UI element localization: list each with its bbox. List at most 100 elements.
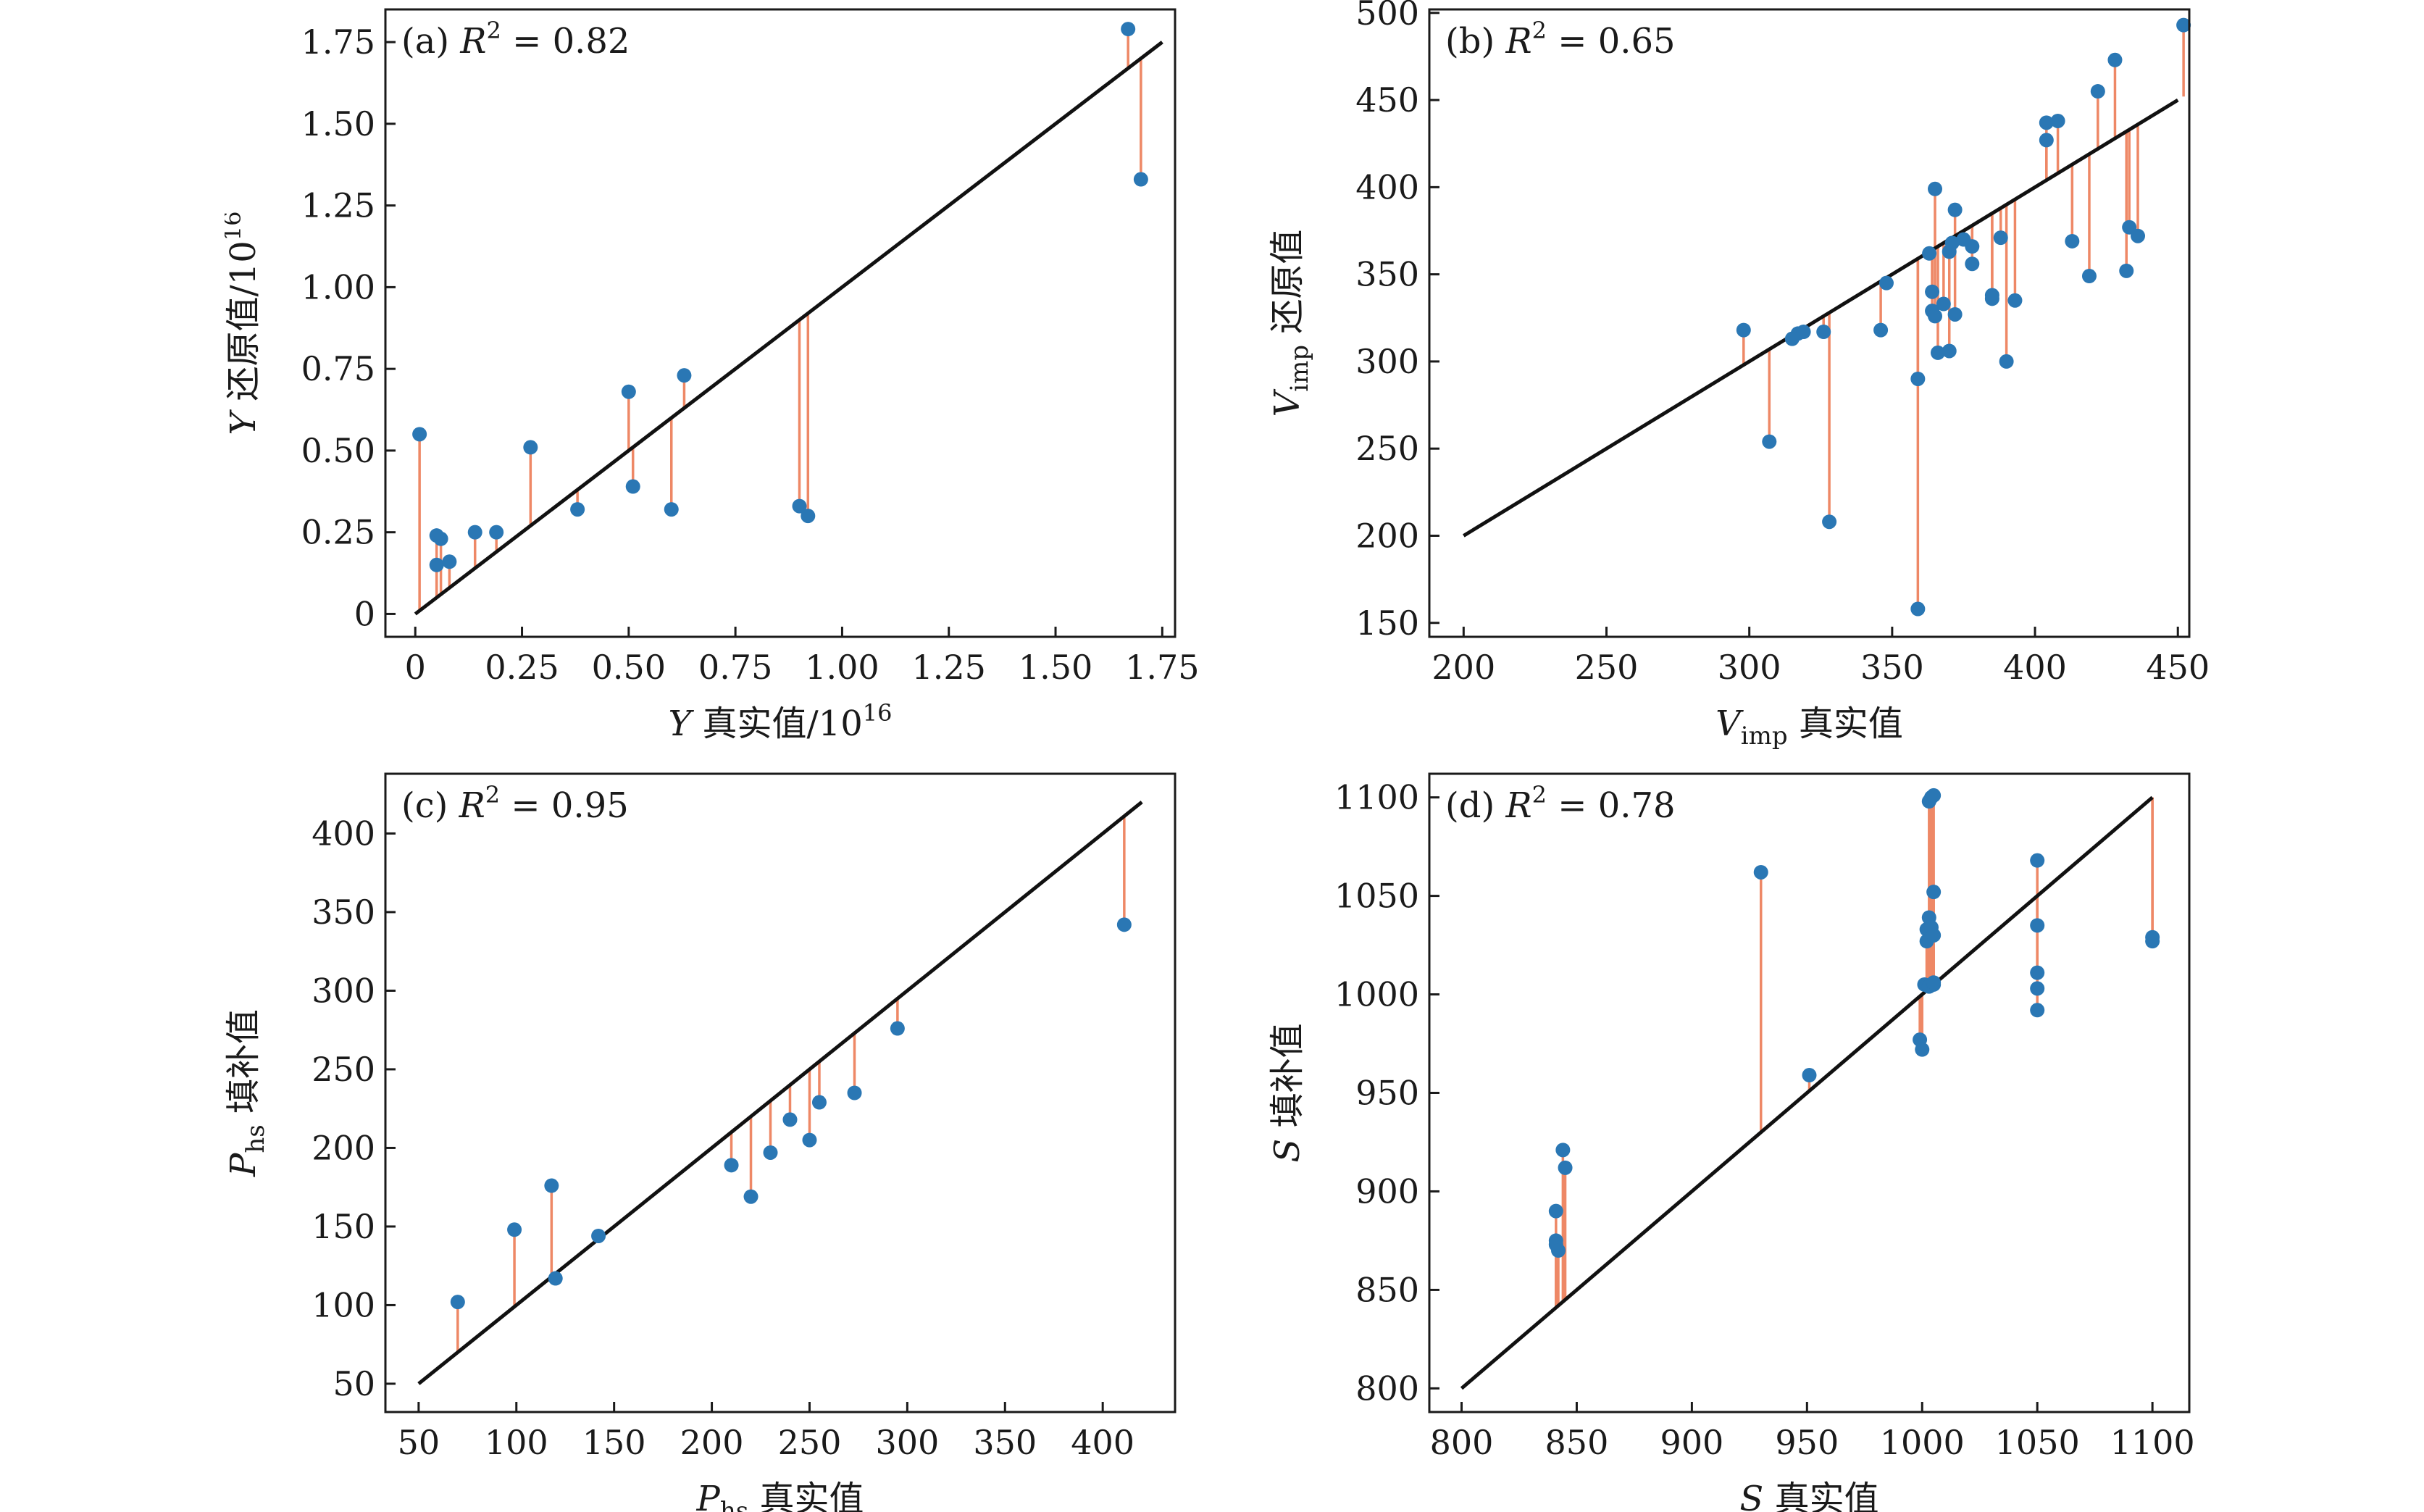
- chart-3-y-tick-label: 1050: [1334, 877, 1419, 916]
- chart-3-data-point: [1926, 975, 1942, 990]
- chart-0-x-tick-label: 1.00: [805, 648, 879, 687]
- chart-3-y-tick-label: 800: [1355, 1369, 1419, 1408]
- chart-1-data-point: [2039, 115, 2054, 130]
- chart-1-y-tick-label: 300: [1355, 342, 1419, 381]
- chart-1-data-point: [1878, 275, 1894, 291]
- chart-2-x-tick-label: 300: [875, 1423, 939, 1462]
- chart-0-data-point: [625, 479, 640, 494]
- chart-1-data-point: [2039, 133, 2054, 148]
- chart-3-data-point: [1551, 1243, 1566, 1258]
- chart-0-y-tick-label: 1.75: [301, 22, 375, 62]
- chart-2-y-tick-label: 150: [312, 1207, 375, 1246]
- chart-1-y-tick-label: 200: [1355, 516, 1419, 555]
- chart-2-data-point: [591, 1228, 606, 1243]
- panel-b: 200 250 300 350 400 450 150 200 250 300 350 400 450 5…: [1267, 0, 2210, 751]
- chart-3-plot-frame: [1428, 772, 2191, 1413]
- chart-0-x-axis-label: Y 真实值/1016: [669, 699, 893, 744]
- chart-1-identity-line: [1463, 98, 2179, 538]
- chart-1-x-tick-label: 350: [1860, 648, 1924, 687]
- chart-2-y-tick-label: 400: [312, 814, 375, 853]
- chart-3-x-tick-label: 850: [1545, 1423, 1609, 1462]
- chart-3-data-point: [2145, 934, 2160, 949]
- chart-2-x-tick-label: 100: [485, 1423, 548, 1462]
- chart-0-data-point: [467, 525, 482, 540]
- chart-3-data-point: [2030, 981, 2045, 996]
- chart-1-data-point: [2107, 52, 2123, 67]
- chart-2-data-point: [548, 1271, 563, 1286]
- chart-1-data-point: [2176, 17, 2191, 33]
- chart-3-data-point: [2030, 1003, 2045, 1018]
- chart-3-data-point: [1926, 885, 1942, 900]
- chart-1-data-point: [1822, 514, 1837, 530]
- chart-0-data-point: [489, 525, 504, 540]
- chart-0-y-tick-label: 0.25: [301, 513, 375, 552]
- chart-3-data-point: [1802, 1068, 1817, 1083]
- chart-1-x-axis-label: Vimp 真实值: [1715, 703, 1903, 751]
- chart-0-y-tick-label: 1.25: [301, 186, 375, 225]
- chart-1-data-point: [1936, 296, 1951, 312]
- chart-2-title-label: (c): [401, 785, 448, 826]
- chart-0-panel-title: (a) R2 = 0.82: [401, 17, 630, 62]
- chart-0-x-tick-label: 1.50: [1019, 648, 1092, 687]
- chart-0-data-point: [412, 427, 427, 442]
- chart-3-data-point: [1548, 1203, 1563, 1219]
- chart-1-data-point: [1942, 343, 1957, 359]
- chart-0-data-point: [433, 531, 448, 546]
- chart-3-y-tick-label: 1000: [1334, 975, 1419, 1014]
- chart-2-data-point: [847, 1085, 862, 1100]
- chart-0-data-point: [1133, 172, 1148, 187]
- chart-0-y-tick-label: 1.50: [301, 104, 375, 143]
- chart-2-r2-value: = 0.95: [511, 785, 628, 826]
- chart-3-data-point: [1555, 1143, 1571, 1158]
- chart-3-y-axis-label: S 填补值: [1267, 1023, 1308, 1162]
- chart-2-plot-frame: [384, 772, 1177, 1413]
- chart-0-title-label: (a): [401, 21, 449, 62]
- chart-1-title-label: (b): [1445, 21, 1495, 62]
- chart-3-identity-line: [1460, 795, 2154, 1390]
- chart-1-data-point: [2050, 113, 2065, 128]
- chart-3-y-tick-label: 1100: [1334, 778, 1419, 817]
- chart-2-y-tick-label: 200: [312, 1128, 375, 1167]
- chart-1-y-axis-label: Vimp 还原值: [1267, 230, 1314, 417]
- chart-1-data-point: [1993, 230, 2008, 246]
- chart-2-data-point: [802, 1132, 817, 1148]
- chart-0-y-tick-label: 0.50: [301, 431, 375, 470]
- chart-0-y-tick-label: 0.75: [301, 349, 375, 388]
- chart-0-data-point: [570, 502, 585, 517]
- chart-2-identity-line: [417, 801, 1143, 1385]
- chart-2-y-tick-label: 250: [312, 1050, 375, 1089]
- chart-1-data-point: [1947, 202, 1963, 217]
- chart-1-data-point: [1873, 322, 1889, 338]
- chart-0-x-tick-label: 0.50: [592, 648, 666, 687]
- chart-1-y-tick-label: 250: [1355, 429, 1419, 468]
- chart-0-x-tick-label: 0.75: [698, 648, 772, 687]
- chart-3-data-point: [1926, 927, 1942, 943]
- chart-0-x-tick-label: 1.75: [1125, 648, 1199, 687]
- chart-0-data-point: [1121, 22, 1136, 37]
- chart-0-r2-value: = 0.82: [512, 21, 630, 62]
- chart-3-data-point: [1753, 864, 1768, 880]
- chart-1-data-point: [1925, 284, 1940, 299]
- chart-1-data-point: [1965, 256, 1980, 272]
- chart-1-data-point: [2065, 233, 2080, 248]
- chart-1-data-point: [1944, 235, 1960, 251]
- chart-2-y-axis-label: Phs 填补值: [225, 1009, 270, 1177]
- panel-c: 50 100 150 200 250 300 350 400 50 100 150 200 250 300…: [225, 772, 1177, 1512]
- chart-1-x-tick-label: 250: [1575, 648, 1639, 687]
- chart-2-data-point: [544, 1178, 559, 1193]
- chart-1-plot-frame: [1428, 8, 2191, 638]
- chart-0-data-point: [677, 368, 692, 383]
- chart-3-y-tick-label: 850: [1355, 1270, 1419, 1309]
- chart-3-data-point: [2030, 965, 2045, 980]
- chart-1-data-point: [1930, 345, 1945, 360]
- chart-3-x-tick-label: 1100: [2110, 1423, 2195, 1462]
- chart-3-x-tick-label: 1000: [1880, 1423, 1965, 1462]
- chart-3-x-tick-label: 900: [1660, 1423, 1723, 1462]
- chart-2-data-point: [811, 1095, 827, 1110]
- chart-3-x-axis-label: S 真实值: [1739, 1479, 1878, 1512]
- chart-0-data-point: [442, 554, 457, 569]
- chart-2-data-point: [450, 1295, 465, 1310]
- chart-3-data-point: [2030, 918, 2045, 933]
- chart-0-data-point: [792, 498, 807, 514]
- chart-1-data-point: [1910, 371, 1926, 386]
